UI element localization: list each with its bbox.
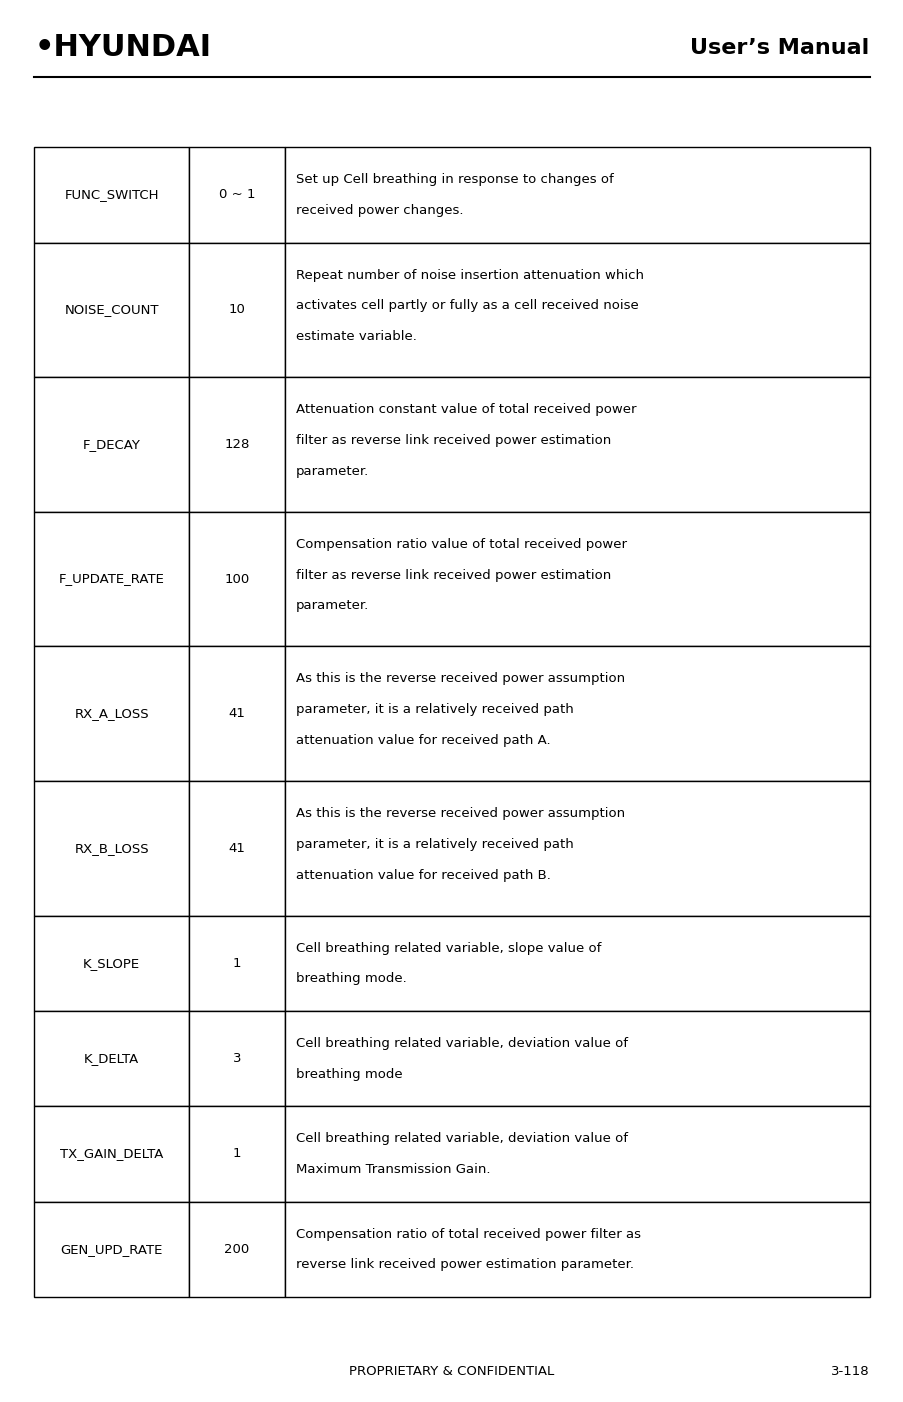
Text: parameter.: parameter. [295,465,368,478]
Bar [34,646,189,781]
Text: Maximum Transmission Gain.: Maximum Transmission Gain. [295,1164,489,1176]
Bar [284,377,869,512]
Bar [284,1202,869,1297]
Bar [284,243,869,377]
Text: User’s Manual: User’s Manual [690,38,869,57]
Text: 41: 41 [228,841,245,855]
Text: Repeat number of noise insertion attenuation which: Repeat number of noise insertion attenua… [295,269,643,282]
Bar [284,781,869,916]
Text: 41: 41 [228,707,245,721]
Text: filter as reverse link received power estimation: filter as reverse link received power es… [295,435,610,447]
Bar [189,781,284,916]
Text: F_DECAY: F_DECAY [82,437,140,451]
Text: As this is the reverse received power assumption: As this is the reverse received power as… [295,808,624,820]
Text: attenuation value for received path A.: attenuation value for received path A. [295,735,550,747]
Bar [34,243,189,377]
Text: NOISE_COUNT: NOISE_COUNT [64,303,159,317]
Bar [189,1106,284,1202]
Bar [284,916,869,1011]
Text: received power changes.: received power changes. [295,205,462,217]
Text: reverse link received power estimation parameter.: reverse link received power estimation p… [295,1259,633,1272]
Text: K_SLOPE: K_SLOPE [83,956,140,970]
Text: PROPRIETARY & CONFIDENTIAL: PROPRIETARY & CONFIDENTIAL [349,1364,554,1378]
Text: RX_A_LOSS: RX_A_LOSS [74,707,149,721]
Bar [284,646,869,781]
Text: breathing mode: breathing mode [295,1068,402,1081]
Bar [189,916,284,1011]
Text: filter as reverse link received power estimation: filter as reverse link received power es… [295,569,610,582]
Text: TX_GAIN_DELTA: TX_GAIN_DELTA [60,1147,163,1161]
Text: GEN_UPD_RATE: GEN_UPD_RATE [61,1242,163,1256]
Bar [189,646,284,781]
Text: Attenuation constant value of total received power: Attenuation constant value of total rece… [295,404,636,416]
Text: Cell breathing related variable, slope value of: Cell breathing related variable, slope v… [295,942,600,955]
Bar [189,377,284,512]
Bar [34,916,189,1011]
Bar [34,1011,189,1106]
Bar [34,781,189,916]
Bar [189,1011,284,1106]
Bar [284,512,869,646]
Text: FUNC_SWITCH: FUNC_SWITCH [64,188,159,202]
Text: activates cell partly or fully as a cell received noise: activates cell partly or fully as a cell… [295,300,638,313]
Bar [34,377,189,512]
Text: 10: 10 [228,303,245,317]
Text: Compensation ratio value of total received power: Compensation ratio value of total receiv… [295,538,626,551]
Text: 100: 100 [224,572,249,586]
Bar [34,1202,189,1297]
Text: 3-118: 3-118 [830,1364,869,1378]
Text: parameter.: parameter. [295,600,368,613]
Text: breathing mode.: breathing mode. [295,973,406,986]
Text: K_DELTA: K_DELTA [84,1052,139,1066]
Text: Cell breathing related variable, deviation value of: Cell breathing related variable, deviati… [295,1037,627,1050]
Text: 1: 1 [232,956,241,970]
Text: Cell breathing related variable, deviation value of: Cell breathing related variable, deviati… [295,1133,627,1145]
Text: parameter, it is a relatively received path: parameter, it is a relatively received p… [295,838,573,851]
Bar [284,1106,869,1202]
Text: estimate variable.: estimate variable. [295,331,416,343]
Bar [284,147,869,243]
Text: 3: 3 [232,1052,241,1066]
Bar [189,147,284,243]
Text: F_UPDATE_RATE: F_UPDATE_RATE [59,572,164,586]
Bar [34,512,189,646]
Bar [189,512,284,646]
Bar [189,1202,284,1297]
Bar [284,1011,869,1106]
Text: 1: 1 [232,1147,241,1161]
Text: attenuation value for received path B.: attenuation value for received path B. [295,869,550,882]
Bar [34,1106,189,1202]
Bar [189,243,284,377]
Text: Compensation ratio of total received power filter as: Compensation ratio of total received pow… [295,1228,640,1241]
Text: •HYUNDAI: •HYUNDAI [34,34,211,62]
Bar [34,147,189,243]
Text: 0 ~ 1: 0 ~ 1 [219,188,255,202]
Text: RX_B_LOSS: RX_B_LOSS [74,841,149,855]
Text: 200: 200 [224,1242,249,1256]
Text: Set up Cell breathing in response to changes of: Set up Cell breathing in response to cha… [295,174,613,186]
Text: parameter, it is a relatively received path: parameter, it is a relatively received p… [295,704,573,716]
Text: 128: 128 [224,437,249,451]
Text: As this is the reverse received power assumption: As this is the reverse received power as… [295,673,624,686]
